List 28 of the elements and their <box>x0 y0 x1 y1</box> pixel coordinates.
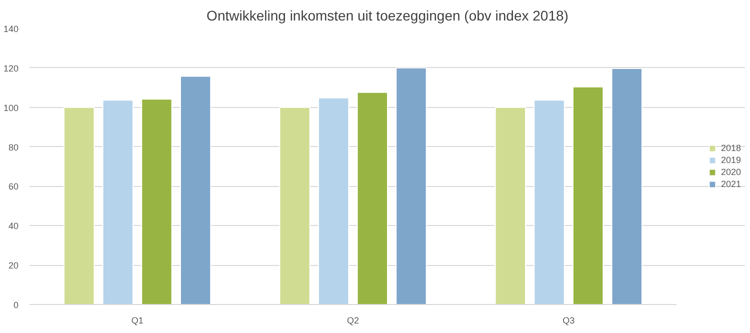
bar <box>141 98 172 304</box>
legend-label: 2019 <box>720 155 741 165</box>
bar <box>356 92 388 304</box>
bar <box>572 86 604 304</box>
x-tick-label: Q2 <box>346 316 360 326</box>
y-tick-label: 0 <box>13 300 19 310</box>
bar <box>534 100 565 304</box>
y-tick-label: 40 <box>8 221 19 232</box>
bar <box>318 97 350 304</box>
y-tick-label: 120 <box>3 63 19 74</box>
bar <box>180 76 212 304</box>
bar <box>494 106 526 304</box>
y-tick-label: 20 <box>8 260 19 271</box>
bar <box>279 106 310 304</box>
bar <box>102 100 134 304</box>
x-tick-label: Q3 <box>562 316 575 326</box>
y-tick-label: 100 <box>3 102 19 113</box>
bar <box>611 68 642 304</box>
legend-label: 2020 <box>720 167 741 177</box>
legend-label: 2021 <box>720 179 741 189</box>
legend-label: 2018 <box>720 143 741 153</box>
x-tick-label: Q1 <box>131 316 144 326</box>
bar <box>64 106 95 304</box>
y-tick-label: 140 <box>3 24 19 34</box>
chart-title: Ontwikkeling inkomsten uit toezeggingen (obv index 2018) <box>206 8 568 24</box>
y-tick-label: 60 <box>8 182 19 192</box>
bar <box>396 67 427 304</box>
y-tick-label: 80 <box>8 142 19 152</box>
